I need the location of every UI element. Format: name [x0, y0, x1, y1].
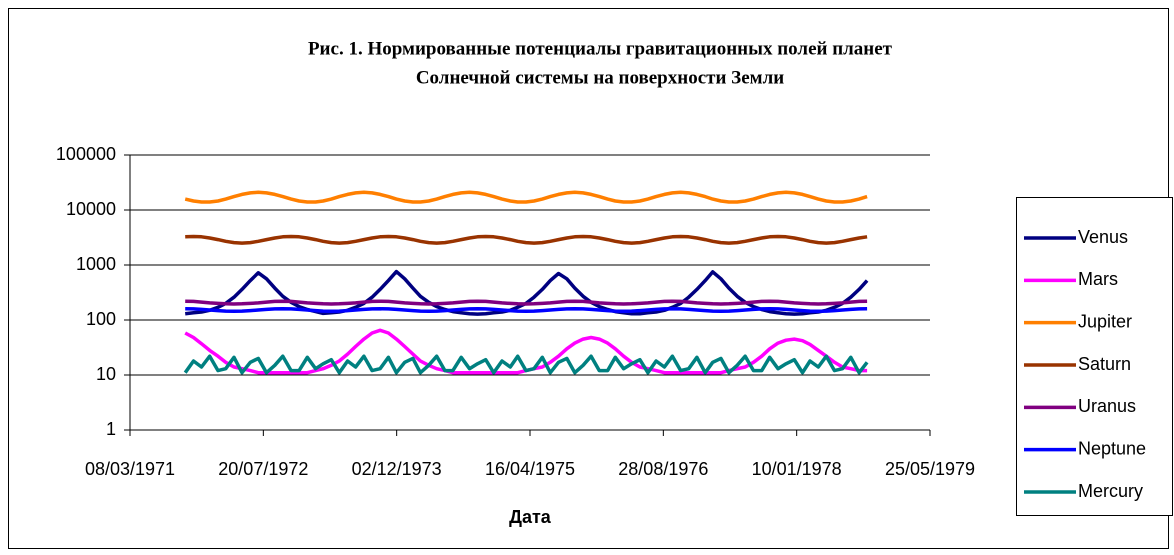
series-line — [183, 354, 869, 375]
y-tick-label: 1 — [106, 419, 116, 439]
y-tick-label: 10000 — [66, 199, 116, 219]
x-tick-label: 16/04/1975 — [485, 459, 575, 479]
legend-label: Saturn — [1078, 354, 1131, 374]
chart-title: Рис. 1. Нормированные потенциалы гравита… — [308, 38, 893, 59]
legend-box — [1016, 197, 1173, 516]
y-tick-label: 1000 — [76, 254, 116, 274]
legend-label: Jupiter — [1078, 311, 1132, 331]
x-tick-label: 20/07/1972 — [218, 459, 308, 479]
chart-border — [8, 8, 1169, 549]
series-line — [185, 307, 868, 314]
chart-subtitle: Солнечной системы на поверхности Земли — [416, 67, 784, 88]
x-tick-label: 10/01/1978 — [752, 459, 842, 479]
legend-label: Uranus — [1078, 396, 1136, 416]
legend-label: Mars — [1078, 269, 1118, 289]
series-line — [184, 190, 868, 204]
legend-label: Neptune — [1078, 438, 1146, 458]
y-tick-label: 10 — [96, 364, 116, 384]
legend-label: Venus — [1078, 227, 1128, 247]
x-tick-label: 08/03/1971 — [85, 459, 175, 479]
series-line — [185, 234, 868, 245]
y-tick-label: 100000 — [56, 144, 116, 164]
x-tick-label: 02/12/1973 — [352, 459, 442, 479]
legend-label: Mercury — [1078, 481, 1143, 501]
x-tick-label: 25/05/1979 — [885, 459, 975, 479]
x-tick-label: 28/08/1976 — [618, 459, 708, 479]
y-tick-label: 100 — [86, 309, 116, 329]
x-axis-title: Дата — [509, 507, 552, 527]
series-line — [185, 299, 868, 306]
